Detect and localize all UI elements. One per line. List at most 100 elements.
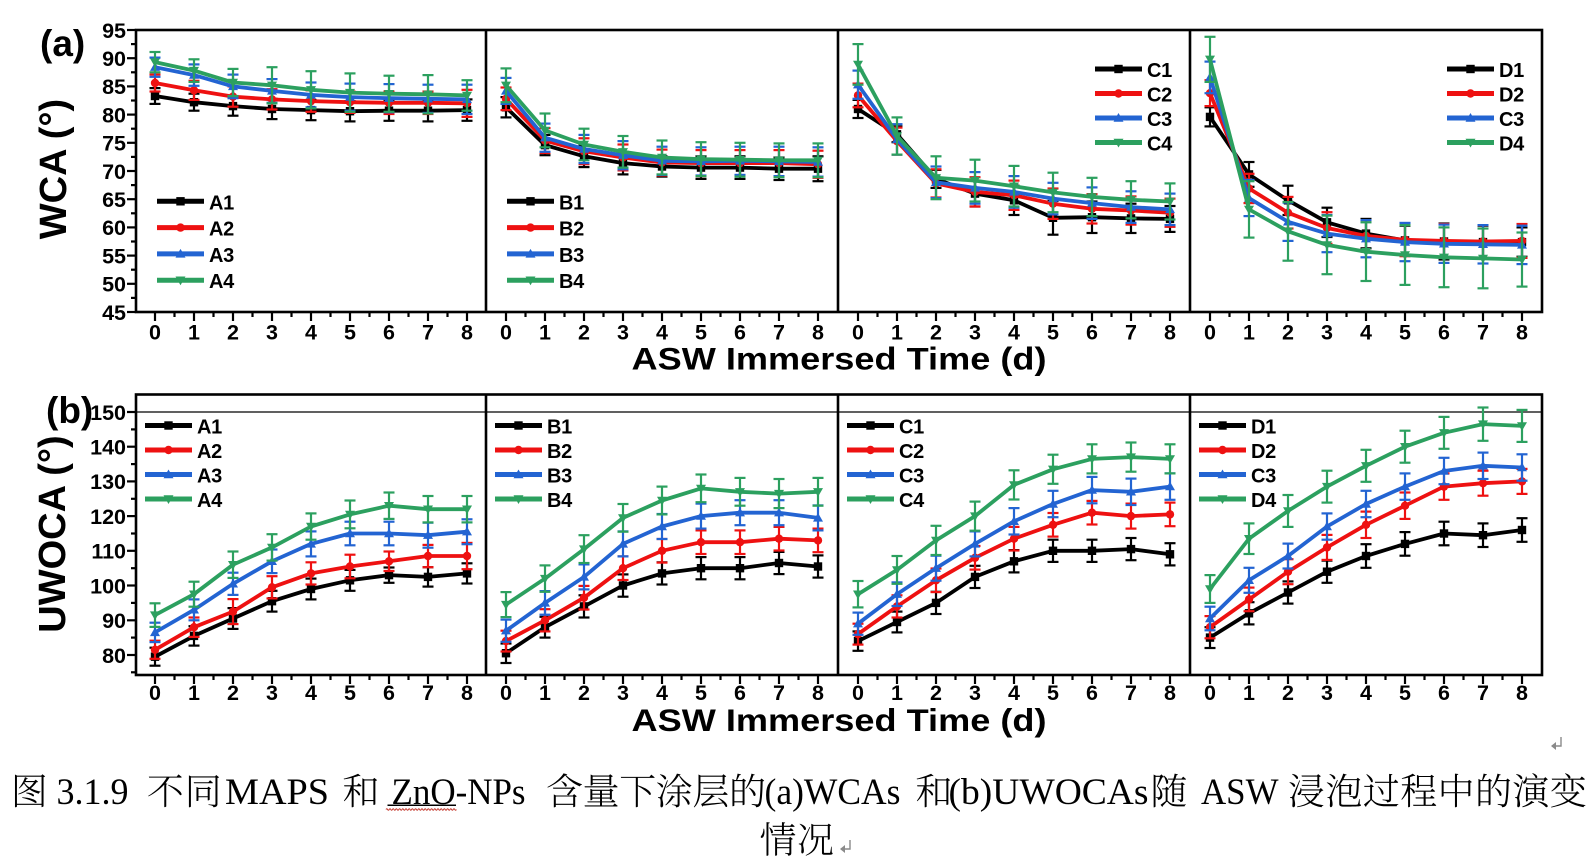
svg-text:C2: C2 [1147, 85, 1172, 107]
svg-text:7: 7 [1477, 681, 1489, 705]
svg-text:ZnO-NPs: ZnO-NPs [392, 772, 526, 813]
svg-text:8: 8 [812, 681, 824, 705]
svg-text:45: 45 [102, 301, 126, 325]
svg-text:ASW Immersed Time (d): ASW Immersed Time (d) [632, 341, 1047, 377]
svg-text:B1: B1 [559, 192, 584, 214]
svg-text:7: 7 [422, 320, 434, 344]
svg-text:90: 90 [102, 609, 126, 633]
svg-text:C4: C4 [1147, 134, 1173, 156]
svg-text:8: 8 [461, 681, 473, 705]
svg-text:5: 5 [344, 320, 356, 344]
svg-text:8: 8 [1516, 681, 1528, 705]
svg-text:2: 2 [578, 681, 590, 705]
svg-text:0: 0 [149, 681, 161, 705]
svg-text:3: 3 [617, 681, 629, 705]
svg-text:UWOCA (°): UWOCA (°) [32, 435, 74, 632]
svg-text:A4: A4 [209, 271, 235, 293]
svg-text:5: 5 [695, 320, 707, 344]
svg-text:B3: B3 [559, 245, 584, 267]
svg-text:7: 7 [1125, 320, 1137, 344]
svg-text:75: 75 [102, 132, 126, 156]
svg-text:(a): (a) [40, 23, 85, 64]
svg-text:7: 7 [773, 320, 785, 344]
svg-text:6: 6 [383, 320, 395, 344]
svg-text:3: 3 [617, 320, 629, 344]
svg-text:WCA (°): WCA (°) [33, 99, 75, 239]
svg-text:0: 0 [500, 320, 512, 344]
svg-text:3: 3 [266, 320, 278, 344]
svg-text:6: 6 [1438, 681, 1450, 705]
svg-text:D4: D4 [1251, 490, 1277, 512]
svg-text:1: 1 [1243, 320, 1255, 344]
svg-text:D2: D2 [1499, 85, 1524, 107]
svg-text:5: 5 [344, 681, 356, 705]
svg-text:6: 6 [734, 320, 746, 344]
svg-text:4: 4 [1360, 320, 1372, 344]
svg-text:2: 2 [1282, 320, 1294, 344]
svg-text:6: 6 [734, 681, 746, 705]
svg-text:3.1.9: 3.1.9 [57, 772, 129, 813]
svg-text:C4: C4 [899, 490, 925, 512]
svg-text:5: 5 [1047, 320, 1059, 344]
svg-text:50: 50 [102, 273, 126, 297]
svg-text:A1: A1 [209, 192, 234, 214]
svg-text:6: 6 [1438, 320, 1450, 344]
svg-text:6: 6 [383, 681, 395, 705]
svg-text:C3: C3 [899, 466, 924, 488]
svg-text:C3: C3 [1251, 466, 1276, 488]
svg-text:5: 5 [695, 681, 707, 705]
svg-text:0: 0 [1204, 320, 1216, 344]
svg-text:8: 8 [1164, 320, 1176, 344]
svg-text:A1: A1 [197, 417, 222, 439]
svg-text:(b)UWOCAs: (b)UWOCAs [949, 772, 1149, 813]
svg-text:90: 90 [102, 47, 126, 71]
svg-text:A3: A3 [209, 245, 234, 267]
svg-text:D1: D1 [1499, 60, 1524, 82]
svg-text:0: 0 [1204, 681, 1216, 705]
svg-text:3: 3 [1321, 681, 1333, 705]
svg-text:C2: C2 [899, 441, 924, 463]
svg-text:2: 2 [930, 320, 942, 344]
svg-text:70: 70 [102, 160, 126, 184]
svg-text:2: 2 [930, 681, 942, 705]
svg-text:A2: A2 [197, 441, 222, 463]
svg-text:80: 80 [102, 644, 126, 668]
svg-text:100: 100 [90, 574, 126, 598]
svg-text:55: 55 [102, 244, 126, 268]
svg-text:1: 1 [188, 320, 200, 344]
svg-text:8: 8 [1164, 681, 1176, 705]
svg-text:6: 6 [1086, 681, 1098, 705]
svg-text:1: 1 [891, 320, 903, 344]
svg-text:4: 4 [305, 681, 317, 705]
svg-text:3: 3 [1321, 320, 1333, 344]
svg-text:1: 1 [539, 681, 551, 705]
svg-text:0: 0 [500, 681, 512, 705]
svg-text:4: 4 [305, 320, 317, 344]
svg-text:60: 60 [102, 216, 126, 240]
svg-text:4: 4 [1360, 681, 1372, 705]
svg-text:(b): (b) [46, 390, 93, 431]
svg-text:3: 3 [969, 681, 981, 705]
svg-text:7: 7 [1125, 681, 1137, 705]
svg-text:MAPS: MAPS [225, 772, 329, 813]
svg-text:0: 0 [149, 320, 161, 344]
svg-text:ASW: ASW [1201, 772, 1279, 813]
svg-text:4: 4 [656, 320, 668, 344]
svg-text:5: 5 [1047, 681, 1059, 705]
svg-text:0: 0 [852, 320, 864, 344]
svg-text:C3: C3 [1147, 109, 1172, 131]
svg-text:5: 5 [1399, 681, 1411, 705]
svg-text:B2: B2 [559, 219, 584, 241]
svg-text:2: 2 [227, 320, 239, 344]
svg-text:95: 95 [102, 19, 126, 43]
svg-text:1: 1 [539, 320, 551, 344]
svg-text:C1: C1 [899, 417, 924, 439]
svg-text:6: 6 [1086, 320, 1098, 344]
svg-text:A2: A2 [209, 219, 234, 241]
svg-text:C3: C3 [1499, 109, 1524, 131]
svg-text:8: 8 [812, 320, 824, 344]
svg-text:B3: B3 [547, 466, 572, 488]
svg-text:A4: A4 [197, 490, 223, 512]
svg-text:8: 8 [461, 320, 473, 344]
svg-text:ASW Immersed Time (d): ASW Immersed Time (d) [632, 702, 1047, 738]
